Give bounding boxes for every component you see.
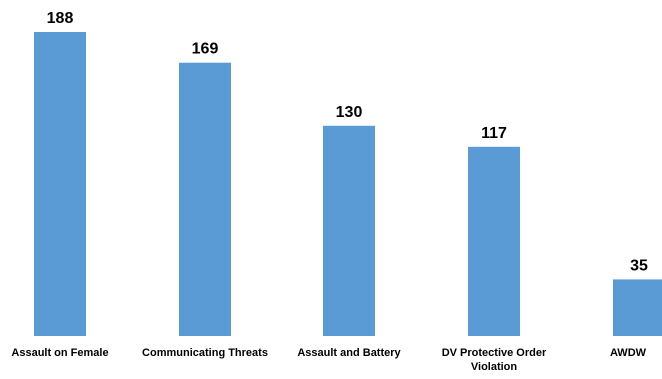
bar-3 <box>468 146 520 336</box>
category-label-4: AWDW <box>610 347 647 359</box>
bar-4 <box>613 279 662 336</box>
value-label-4: 35 <box>630 257 648 274</box>
category-label-3: DV Protective Order Violation <box>442 347 547 373</box>
value-label-0: 188 <box>47 10 74 27</box>
value-labels-group: 188 169 130 117 35 <box>47 10 648 274</box>
category-label-line: Communicating Threats <box>142 347 268 359</box>
category-label-0: Assault on Female <box>11 347 108 359</box>
category-label-line: AWDW <box>610 347 647 359</box>
bar-0 <box>34 32 86 336</box>
value-label-2: 130 <box>336 104 363 121</box>
category-label-2: Assault and Battery <box>297 347 401 359</box>
category-label-line: Violation <box>471 361 518 373</box>
value-label-3: 117 <box>481 125 507 142</box>
bar-2 <box>323 125 375 336</box>
bar-1 <box>179 62 231 337</box>
category-label-line: Assault and Battery <box>297 347 401 359</box>
category-label-line: Assault on Female <box>11 347 108 359</box>
category-labels-group: Assault on Female Communicating Threats As… <box>11 347 646 373</box>
value-label-1: 169 <box>192 41 219 58</box>
bars-group <box>34 32 662 337</box>
category-label-1: Communicating Threats <box>142 347 268 359</box>
category-label-line: DV Protective Order <box>442 347 547 359</box>
